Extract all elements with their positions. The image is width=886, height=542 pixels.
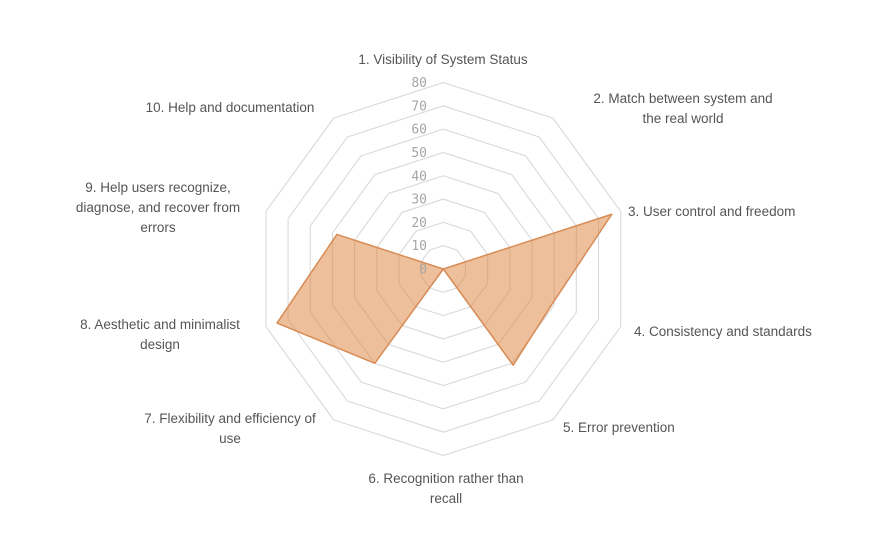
grid-ring <box>265 81 622 457</box>
axis-label-line: the real world <box>642 111 723 126</box>
grid-ring <box>376 198 511 340</box>
grid-ring <box>420 245 467 293</box>
axis-label-line: diagnose, and recover from <box>76 200 240 215</box>
axis-label-line: 7. Flexibility and efficiency of <box>144 411 316 426</box>
radial-tick-labels: 0 10 20 30 40 50 60 70 80 <box>411 76 427 278</box>
grid-ring <box>354 175 533 363</box>
grid-ring <box>331 151 555 387</box>
axis-label-line: recall <box>430 491 462 506</box>
radial-tick-label: 80 <box>411 76 427 91</box>
radial-tick-label: 20 <box>411 216 427 231</box>
axis-label-line: 9. Help users recognize, <box>85 180 231 195</box>
axis-label-line: 1. Visibility of System Status <box>358 52 528 67</box>
radial-tick-label: 10 <box>411 239 427 254</box>
axis-label-5: 5. Error prevention <box>563 420 675 435</box>
grid-rings <box>265 81 622 457</box>
axis-label-3: 3. User control and freedom <box>628 204 795 219</box>
axis-labels: 1. Visibility of System Status 2. Match b… <box>76 52 812 506</box>
radial-tick-label: 50 <box>411 146 427 161</box>
axis-label-line: 8. Aesthetic and minimalist <box>80 317 240 332</box>
axis-label-line: 5. Error prevention <box>563 420 675 435</box>
data-polygon-border <box>276 213 613 366</box>
grid-ring <box>287 105 600 433</box>
radial-tick-label: 40 <box>411 169 427 184</box>
radial-tick-label: 30 <box>411 193 427 208</box>
axis-label-line: errors <box>140 220 176 235</box>
axis-label-1: 1. Visibility of System Status <box>358 52 528 67</box>
data-polygon-fill <box>277 214 612 366</box>
radial-tick-label: 0 <box>419 263 427 278</box>
grid-ring <box>398 221 489 317</box>
axis-label-line: 10. Help and documentation <box>146 100 315 115</box>
axis-label-9: 9. Help users recognize, diagnose, and re… <box>76 180 240 235</box>
axis-label-line: 6. Recognition rather than <box>368 471 523 486</box>
grid-ring <box>309 128 577 410</box>
axis-label-8: 8. Aesthetic and minimalist design <box>80 317 240 352</box>
axis-label-7: 7. Flexibility and efficiency of use <box>144 411 316 446</box>
radial-tick-label: 70 <box>411 99 427 114</box>
radial-tick-label: 60 <box>411 123 427 138</box>
axis-label-2: 2. Match between system and the real worl… <box>593 91 772 126</box>
axis-label-line: 2. Match between system and <box>593 91 772 106</box>
axis-label-6: 6. Recognition rather than recall <box>368 471 523 506</box>
axis-label-line: design <box>140 337 180 352</box>
axis-label-line: 3. User control and freedom <box>628 204 795 219</box>
axis-label-line: use <box>219 431 241 446</box>
axis-label-10: 10. Help and documentation <box>146 100 315 115</box>
axis-label-4: 4. Consistency and standards <box>634 324 812 339</box>
axis-label-line: 4. Consistency and standards <box>634 324 812 339</box>
